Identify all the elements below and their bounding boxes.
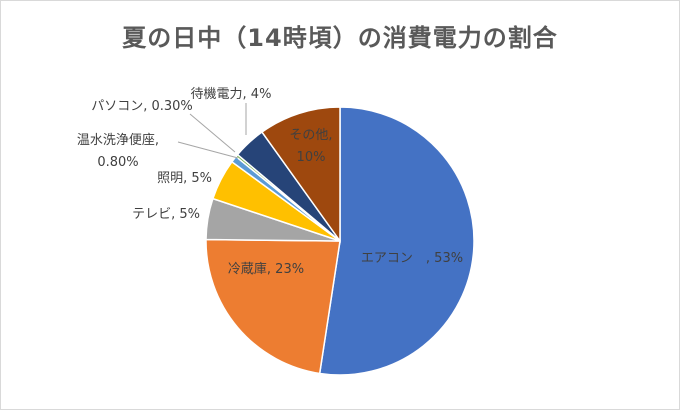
data-label-3: テレビ, 5% [132, 207, 200, 222]
data-label-4: 照明, 5% [157, 171, 212, 186]
chart-title: 夏の日中（14時頃）の消費電力の割合 [122, 24, 558, 52]
leader-line-4 [177, 141, 239, 159]
data-label-1: エアコン , 53% [361, 251, 463, 266]
pie-slice-8 [260, 106, 341, 244]
data-label-2: 冷蔵庫, 23% [228, 262, 304, 277]
pie-slice-1 [318, 106, 475, 376]
pie-slice-2 [205, 238, 341, 375]
data-label-7: 待機電力, 4% [191, 87, 272, 102]
leader-line-5 [189, 113, 236, 153]
data-label-6: パソコン, 0.30% [91, 99, 193, 114]
data-label-5: 温水洗浄便座, 0.80% [77, 133, 159, 170]
data-label-8: その他, 10% [289, 128, 332, 165]
